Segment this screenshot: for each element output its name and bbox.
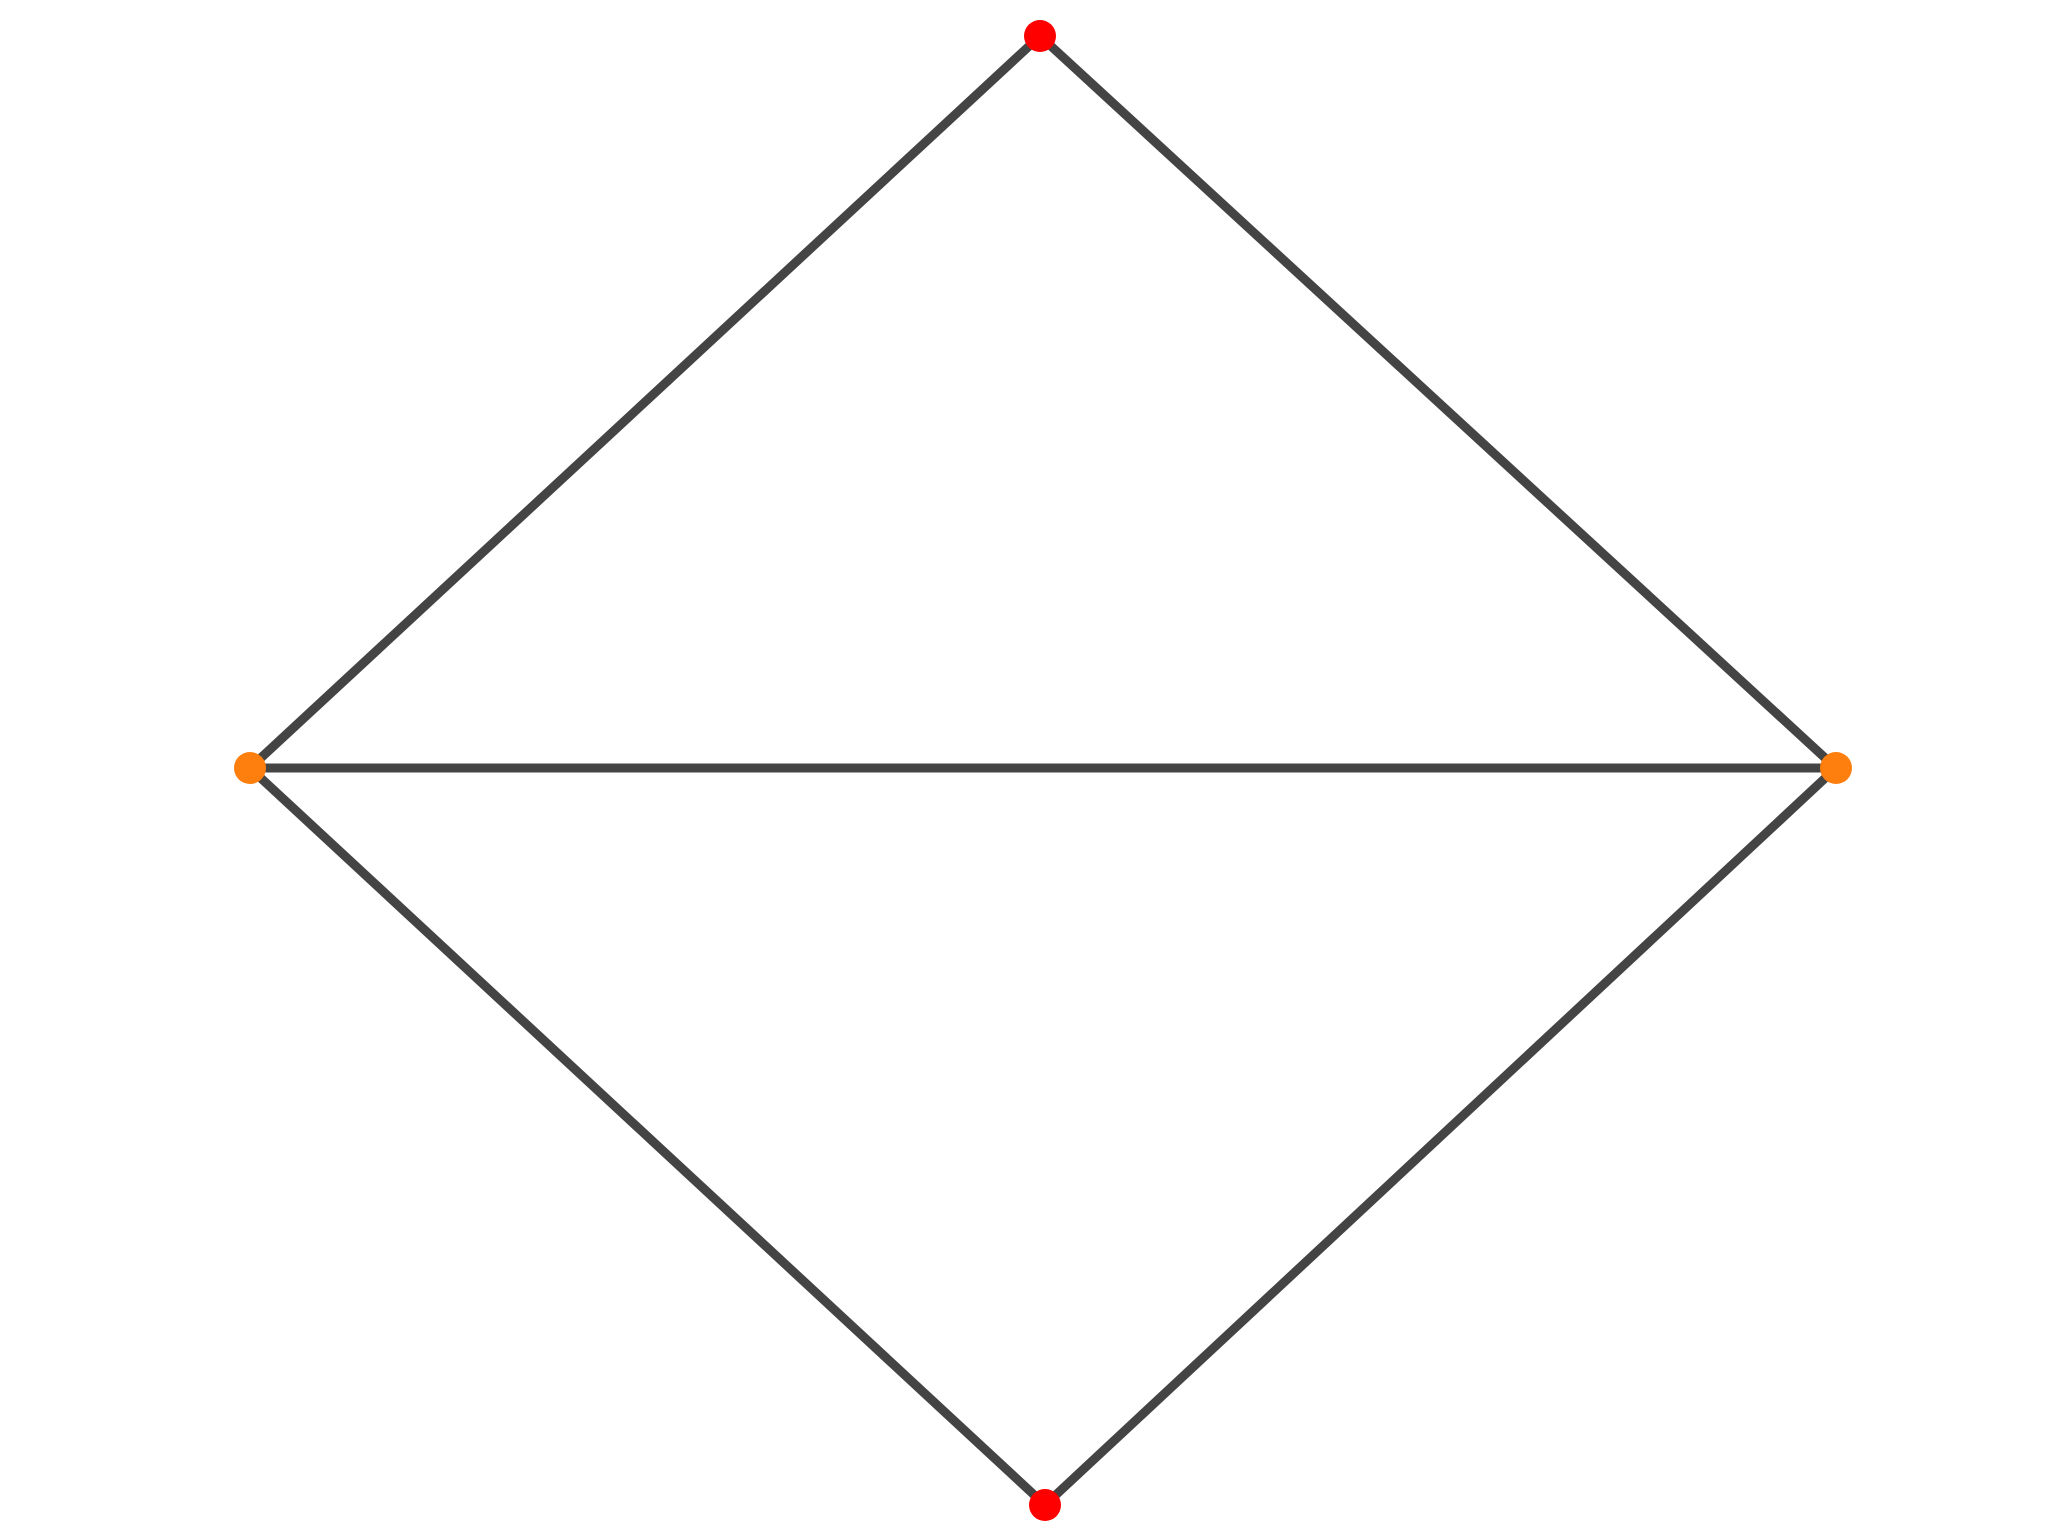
edge-top-right bbox=[1035, 31, 1841, 773]
edges-layer bbox=[245, 31, 1841, 1510]
nodes-layer bbox=[234, 20, 1852, 1521]
node-right bbox=[1820, 752, 1852, 784]
node-bottom bbox=[1029, 1489, 1061, 1521]
node-left bbox=[234, 752, 266, 784]
edge-left-bottom bbox=[245, 763, 1050, 1510]
edge-top-left bbox=[245, 31, 1045, 773]
edge-right-bottom bbox=[1040, 763, 1841, 1510]
node-top bbox=[1024, 20, 1056, 52]
